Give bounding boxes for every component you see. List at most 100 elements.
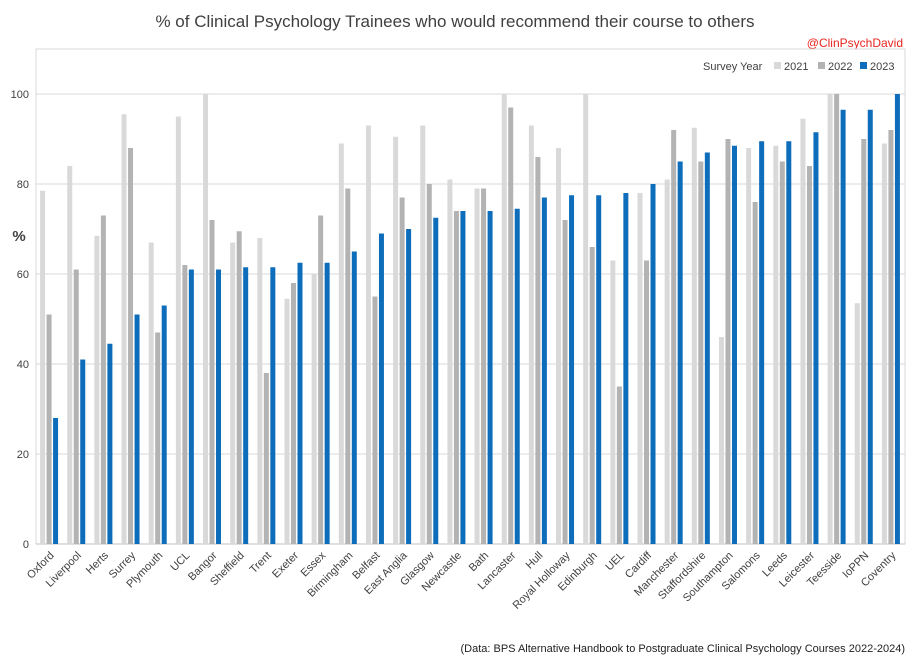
bar-2022-southampton [725,139,731,544]
bar-2022-essex [318,215,324,544]
bar-2021-surrey [121,114,127,544]
bar-2021-exeter [284,298,290,544]
bar-2021-oxford [40,190,46,544]
bar-2021-birmingham [338,143,344,544]
y-tick-label: 60 [17,269,29,281]
x-tick-label: Exeter [270,549,301,580]
bar-2023-sheffield [243,267,249,544]
bar-2022-trent [263,373,269,544]
bar-2022-royal-holloway [562,220,568,544]
bar-2021-leicester [800,118,806,544]
bar-2023-southampton [731,145,737,544]
bar-2023-exeter [297,262,303,544]
bar-2021-ioppn [854,303,860,544]
bar-2023-hull [541,197,547,544]
bar-2023-edinburgh [596,195,602,544]
bar-2021-herts [94,235,100,544]
bar-2023-coventry [894,94,900,544]
bar-2022-hull [535,157,541,544]
bar-2023-lancaster [514,208,520,544]
y-tick-label: 0 [23,539,29,551]
bar-2021-lancaster [501,94,507,544]
bar-2023-belfast [378,233,384,544]
bar-2023-essex [324,262,330,544]
bar-2022-newcastle [453,211,459,544]
bar-2021-leeds [773,145,779,544]
bar-2023-oxford [53,418,59,544]
legend-label-2023: 2023 [870,61,894,73]
bar-2023-glasgow [433,217,439,544]
x-tick-label: UCL [168,550,192,574]
bar-2021-trent [257,238,263,544]
bar-2021-glasgow [420,125,426,544]
legend-swatch-2022 [818,62,825,69]
bar-2022-oxford [46,314,52,544]
y-tick-label: 100 [11,89,29,101]
bar-2023-leeds [786,141,792,544]
y-tick-label: 40 [17,359,29,371]
bar-2021-royal-holloway [556,148,562,544]
bar-2022-herts [100,215,106,544]
bar-2023-manchester [677,161,683,544]
bar-2022-teesside [834,94,840,544]
bar-2022-ioppn [861,139,867,544]
bar-2022-coventry [888,130,894,544]
bar-2022-exeter [290,283,296,544]
bar-2021-salomons [746,148,752,544]
bar-2022-leeds [779,161,785,544]
bar-2023-plymouth [161,305,167,544]
y-tick-label: 80 [17,179,29,191]
chart-title: % of Clinical Psychology Trainees who wo… [155,12,754,31]
bar-2022-manchester [671,130,677,544]
author-handle: @ClinPsychDavid [807,36,903,50]
bar-2023-ucl [188,269,194,544]
bar-2021-staffordshire [691,127,697,544]
bar-2023-teesside [840,109,846,544]
bar-2023-bath [487,211,493,544]
bar-2023-salomons [759,141,765,544]
legend-swatch-2023 [860,62,867,69]
legend-title: Survey Year [703,61,763,73]
bar-2023-surrey [134,314,140,544]
bar-2021-ucl [175,116,181,544]
bar-2021-manchester [664,179,670,544]
bar-2022-east-anglia [399,197,405,544]
bar-2023-bangor [216,269,222,544]
bar-2022-sheffield [236,231,242,544]
bar-2022-staffordshire [698,161,704,544]
bars [40,94,900,544]
bar-2021-southampton [718,337,724,544]
bar-2022-liverpool [73,269,79,544]
bar-2023-leicester [813,132,819,544]
bar-2021-coventry [881,143,887,544]
bar-2022-belfast [372,296,378,544]
bar-2022-glasgow [426,184,432,544]
y-axis-ticks: 0 20 40 60 80 100 [11,89,29,551]
bar-2021-cardiff [637,193,643,544]
bar-2021-bath [474,188,480,544]
x-tick-label: Hull [524,550,546,572]
x-tick-label: Bath [467,550,491,574]
bar-2023-birmingham [351,251,357,544]
bar-2021-bangor [203,94,209,544]
legend: Survey Year 2021 2022 2023 [703,61,894,73]
bar-2022-bath [481,188,487,544]
bar-2021-newcastle [447,179,453,544]
bar-2022-salomons [752,202,758,544]
bar-2023-uel [623,193,629,544]
bar-2022-lancaster [508,107,514,544]
bar-2022-uel [616,386,622,544]
bar-2021-belfast [365,125,371,544]
legend-label-2022: 2022 [828,61,852,73]
bar-2023-royal-holloway [569,195,575,544]
bar-2023-staffordshire [704,152,710,544]
bar-2021-east-anglia [393,136,399,544]
bar-2022-leicester [806,166,812,544]
bar-2022-birmingham [345,188,351,544]
bar-2021-edinburgh [583,94,589,544]
bar-2021-plymouth [148,242,154,544]
bar-2023-ioppn [867,109,873,544]
bar-2023-cardiff [650,184,656,544]
